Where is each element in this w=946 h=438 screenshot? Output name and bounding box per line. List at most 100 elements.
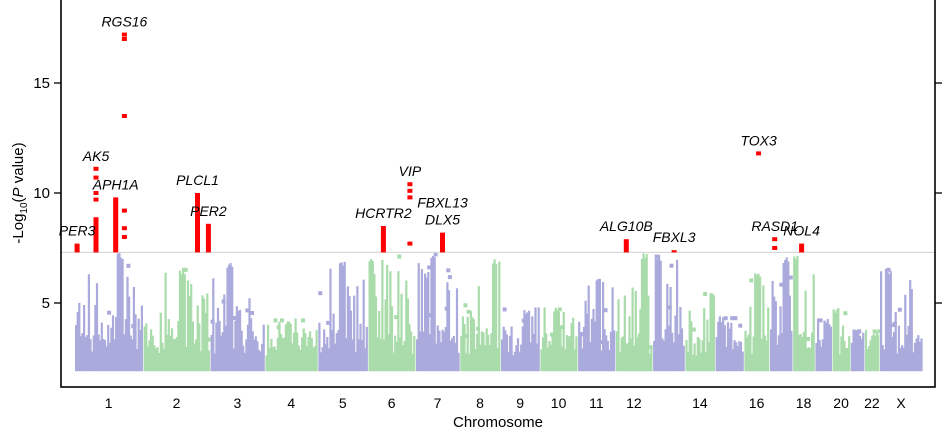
snp-column-chr7: [436, 325, 439, 372]
snp-column-chr7: [420, 269, 423, 372]
snp-column-chr2: [198, 323, 201, 372]
snp-column-chr17: [784, 260, 787, 372]
snp-column-chr1: [136, 349, 139, 372]
x-tick-label: 7: [434, 395, 442, 411]
snp-column-chr2: [191, 321, 194, 372]
snp-column-chr2: [166, 334, 169, 372]
significant-point-AK5: [93, 197, 99, 202]
snp-point-chr22: [877, 329, 882, 334]
snp-column-chr15: [715, 337, 718, 372]
snp-column-chr21: [852, 329, 855, 372]
snp-column-chr2: [158, 353, 161, 372]
snp-column-chr5: [335, 333, 338, 372]
snp-column-chr4: [273, 346, 276, 372]
snp-column-chr7: [439, 342, 443, 372]
snp-column-chr15: [731, 349, 734, 372]
snp-point-chr10: [557, 307, 562, 312]
snp-column-chr1: [118, 252, 121, 372]
snp-column-chr10: [567, 336, 570, 372]
snp-column-chr8: [493, 259, 496, 372]
snp-column-chr5: [321, 347, 324, 372]
snp-column-chr11: [605, 335, 608, 372]
snp-point-chr8: [463, 303, 468, 308]
snp-column-chr2: [159, 312, 162, 372]
snp-column-chr7: [454, 342, 457, 372]
snp-column-chr10: [545, 333, 548, 372]
snp-column-chr10: [540, 349, 543, 372]
snp-column-chr16: [747, 334, 750, 372]
snp-column-chr12: [626, 343, 629, 372]
snp-column-chr11: [590, 318, 593, 372]
snp-column-chr10: [570, 322, 573, 372]
snp-column-chr17: [773, 296, 776, 372]
snp-column-chrX: [907, 326, 910, 372]
significant-point-RGS16: [121, 32, 127, 37]
snp-point-chr3: [250, 311, 254, 315]
snp-column-chr19: [820, 346, 823, 372]
snp-column-chr14: [703, 308, 706, 372]
snp-column-chr8: [474, 349, 477, 372]
snp-column-chr12: [620, 337, 623, 372]
x-tick-label: 2: [173, 395, 181, 411]
snp-column-chr14: [695, 355, 698, 372]
snp-column-chr1: [86, 335, 89, 372]
snp-column-chr1: [81, 333, 84, 372]
snp-column-chr7: [424, 273, 427, 372]
snp-column-chr3: [257, 350, 261, 372]
snp-column-chrX: [901, 345, 904, 372]
snp-column-chr2: [180, 273, 183, 372]
snp-column-chr16: [755, 274, 758, 372]
snp-column-chr10: [548, 341, 551, 372]
snp-column-chr18: [811, 332, 814, 372]
snp-column-chr4: [310, 338, 313, 372]
snp-column-chr6: [402, 345, 405, 372]
snp-column-chr1: [107, 324, 110, 372]
snp-column-chr6: [389, 271, 392, 372]
snp-column-chr22: [872, 333, 875, 372]
snp-column-chr16: [762, 285, 765, 372]
snp-column-chr5: [364, 348, 367, 372]
significant-bar-AK5: [93, 217, 99, 253]
snp-column-chr13: [682, 345, 685, 372]
snp-column-chrX: [902, 347, 905, 372]
snp-column-chr1: [91, 351, 94, 372]
snp-column-chr6: [381, 259, 384, 372]
y-axis-ticks: 5 10 15: [33, 75, 942, 312]
snp-column-chr2: [193, 343, 196, 372]
snp-column-chr20: [834, 312, 837, 372]
snp-point-chr4: [273, 318, 278, 323]
snp-column-chr9: [520, 344, 523, 372]
snp-column-chr12: [637, 333, 640, 372]
snp-column-chrX: [881, 345, 884, 372]
snp-column-chr16: [760, 338, 763, 372]
significant-point-VIP: [407, 195, 413, 200]
snp-column-chr14: [690, 321, 693, 372]
x-tick-label: 3: [234, 395, 242, 411]
snp-column-chr11: [603, 329, 606, 372]
gene-label: TOX3: [740, 132, 777, 148]
gene-label: AK5: [82, 148, 110, 164]
snp-column-chr6: [378, 310, 381, 372]
snp-point-chr15: [730, 316, 735, 321]
snp-column-chr9: [504, 330, 507, 372]
snp-column-chr17: [770, 329, 773, 372]
snp-column-chr4: [302, 328, 305, 372]
snp-column-chr1: [84, 337, 87, 372]
snp-column-chr6: [387, 334, 390, 372]
snp-column-chr10: [554, 307, 557, 372]
snp-column-chr12: [617, 299, 620, 372]
snp-column-chr2: [170, 328, 174, 372]
significant-bar-PLCL1: [195, 193, 200, 253]
snp-column-chr2: [196, 305, 199, 372]
snp-column-chr15: [730, 322, 733, 372]
snp-column-chr13: [666, 283, 669, 372]
snp-column-chr5: [338, 263, 342, 372]
snp-column-chr1: [116, 253, 119, 372]
snp-column-chr18: [801, 337, 804, 372]
snp-column-chr21: [857, 329, 860, 372]
snp-column-chr4: [313, 346, 317, 372]
snp-column-chr14: [707, 342, 711, 372]
snp-column-chrX: [913, 343, 917, 372]
snp-column-chr19: [817, 320, 820, 372]
snp-column-chr4: [265, 355, 268, 372]
